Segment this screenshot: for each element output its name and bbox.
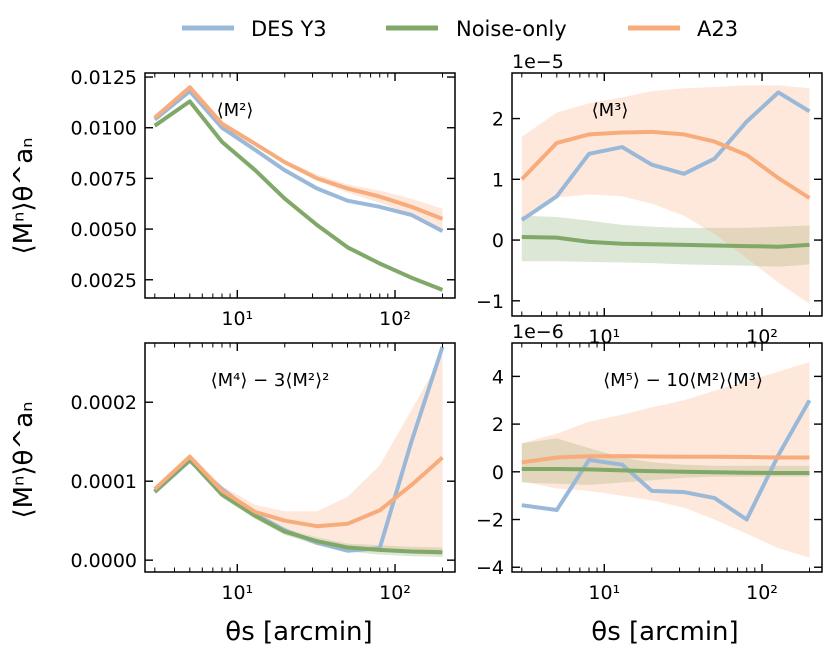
y-tick-label: 2	[492, 109, 504, 131]
panel-title: ⟨M⁵⟩ − 10⟨M²⟩⟨M³⟩	[603, 370, 763, 391]
panel-bottom-left: 10¹ 10² 0.0000 0.0001 0.0002 ⟨M⁴⟩ − 3⟨M²⟩²	[71, 342, 456, 604]
panel-title: ⟨M²⟩	[217, 100, 254, 121]
y-tick-label: 0.0125	[71, 67, 137, 89]
axes-frame	[511, 72, 823, 317]
line-a23	[521, 454, 810, 465]
panel-title: ⟨M³⟩	[592, 100, 629, 121]
line-noise-only	[153, 457, 443, 555]
legend-label-a23: A23	[697, 17, 738, 41]
band-a23	[521, 85, 810, 304]
y-tick-label: 0.0075	[71, 168, 137, 190]
line-des-y3	[521, 399, 812, 522]
y-offset-text: 1e−5	[512, 51, 564, 73]
y-axis-label-bottom: ⟨Mⁿ⟩θ^aₙ	[9, 401, 39, 518]
axes-frame	[511, 342, 823, 573]
x-tick-label: 10²	[746, 582, 778, 604]
y-offset-text: 1e−6	[512, 321, 564, 343]
line-noise-only	[153, 99, 444, 292]
line-a23	[153, 454, 444, 529]
panels: 10¹ 10² 0.0025 0.0050 0.0075 0.0100 0.0125 ⟨M²⟩…	[71, 51, 823, 604]
y-tick-label: 0	[492, 462, 504, 484]
axes-frame	[144, 72, 456, 299]
line-des-y3	[153, 89, 444, 233]
y-tick-label: 2	[492, 414, 504, 436]
x-tick-label: 10²	[379, 582, 411, 604]
y-tick-label: 0.0050	[71, 219, 137, 241]
y-tick-label: 0.0002	[71, 392, 137, 414]
y-tick-label: 1	[492, 169, 504, 191]
x-tick-label: 10²	[379, 308, 411, 330]
legend: DES Y3 Noise-only A23	[182, 17, 738, 41]
y-tick-label: 0.0000	[71, 550, 137, 572]
legend-label-noise-only: Noise-only	[456, 17, 567, 41]
y-tick-label: 0.0025	[71, 270, 137, 292]
panel-top-left: 10¹ 10² 0.0025 0.0050 0.0075 0.0100 0.0125 ⟨M²⟩	[71, 67, 456, 330]
y-tick-label: 0.0100	[71, 118, 137, 140]
y-tick-label: 4	[492, 366, 504, 388]
legend-label-des-y3: DES Y3	[251, 17, 327, 41]
x-axis-label-left: θs [arcmin]	[225, 617, 372, 647]
line-des-y3	[520, 90, 811, 222]
axes-frame	[144, 342, 456, 573]
line-a23	[153, 85, 444, 221]
band-a23	[154, 354, 443, 556]
y-tick-label: −2	[476, 510, 504, 532]
line-a23	[520, 129, 811, 200]
y-axis-label-top: ⟨Mⁿ⟩θ^aₙ	[9, 137, 39, 254]
band-noise-only	[521, 215, 810, 267]
x-tick-label: 10¹	[588, 582, 620, 604]
band-a23	[521, 362, 810, 558]
x-tick-label: 10¹	[221, 582, 253, 604]
line-noise-only	[521, 235, 810, 249]
panel-bottom-right: 10¹ 10² −4 −2 0 2 4 1e−6 ⟨M⁵⟩ − 10⟨M²⟩⟨M³⟩	[476, 321, 823, 604]
y-tick-label: 0	[492, 230, 504, 252]
y-tick-label: −1	[476, 291, 504, 313]
y-tick-label: 0.0001	[71, 471, 137, 493]
y-tick-label: −4	[476, 557, 504, 579]
line-noise-only	[521, 467, 810, 475]
x-axis-label-right: θs [arcmin]	[591, 617, 738, 647]
panel-title: ⟨M⁴⟩ − 3⟨M²⟩²	[211, 370, 330, 391]
x-tick-label: 10¹	[221, 308, 253, 330]
